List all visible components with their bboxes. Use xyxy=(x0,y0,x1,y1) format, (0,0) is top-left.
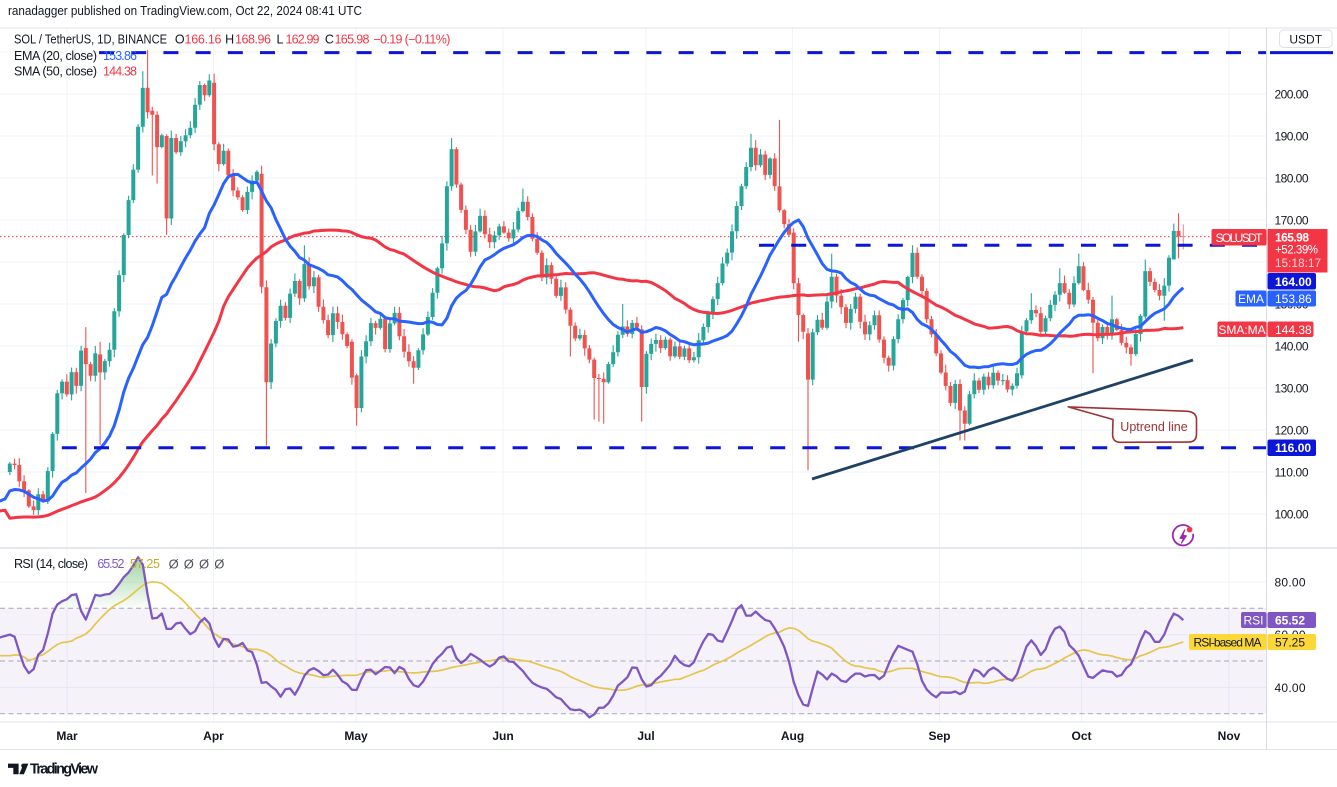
svg-text:166.16: 166.16 xyxy=(185,32,222,46)
svg-text:153.86: 153.86 xyxy=(103,49,137,63)
svg-text:Mar: Mar xyxy=(56,729,78,743)
svg-text:Apr: Apr xyxy=(203,729,224,743)
svg-text:Sep: Sep xyxy=(928,729,950,743)
svg-text:120.00: 120.00 xyxy=(1275,424,1309,438)
svg-text:Nov: Nov xyxy=(1218,729,1241,743)
svg-text:Ø: Ø xyxy=(169,557,179,572)
svg-text:165.98: 165.98 xyxy=(1275,230,1309,244)
svg-text:180.00: 180.00 xyxy=(1275,172,1309,186)
svg-text:Ø: Ø xyxy=(199,557,209,572)
svg-text:116.00: 116.00 xyxy=(1275,441,1311,455)
svg-text:57.25: 57.25 xyxy=(1275,636,1305,650)
svg-text:O: O xyxy=(175,32,185,46)
svg-text:153.86: 153.86 xyxy=(1275,292,1312,306)
svg-text:165.98: 165.98 xyxy=(335,32,370,46)
svg-text:Aug: Aug xyxy=(781,729,804,743)
svg-text:130.00: 130.00 xyxy=(1275,382,1309,396)
svg-text:RSI-based MA: RSI-based MA xyxy=(1194,636,1262,650)
svg-text:100.00: 100.00 xyxy=(1275,508,1309,522)
svg-text:65.52: 65.52 xyxy=(97,557,124,571)
svg-text:SOLUSDT: SOLUSDT xyxy=(1216,231,1264,245)
svg-text:65.52: 65.52 xyxy=(1275,614,1305,628)
svg-text:15:18:17: 15:18:17 xyxy=(1275,258,1321,270)
svg-text:RSI: RSI xyxy=(1243,614,1263,628)
svg-text:H: H xyxy=(225,32,234,46)
svg-text:USDT: USDT xyxy=(1289,32,1322,46)
svg-text:164.00: 164.00 xyxy=(1275,275,1312,289)
svg-text:RSI (14, close): RSI (14, close) xyxy=(14,557,88,571)
svg-text:Jul: Jul xyxy=(637,729,654,743)
svg-text:SOL / TetherUS, 1D, BINANCE: SOL / TetherUS, 1D, BINANCE xyxy=(14,32,167,46)
svg-text:SMA:MA: SMA:MA xyxy=(1218,323,1265,337)
svg-text:SMA (50, close): SMA (50, close) xyxy=(14,65,97,79)
svg-text:80.00: 80.00 xyxy=(1275,576,1306,590)
svg-text:Ø: Ø xyxy=(214,557,224,572)
svg-text:170.00: 170.00 xyxy=(1275,214,1309,228)
svg-text:May: May xyxy=(344,729,368,743)
svg-text:168.96: 168.96 xyxy=(235,32,271,46)
svg-text:144.38: 144.38 xyxy=(103,65,137,79)
svg-text:Uptrend line: Uptrend line xyxy=(1120,420,1187,434)
svg-text:Ø: Ø xyxy=(184,557,194,572)
svg-text:57.25: 57.25 xyxy=(130,557,160,571)
svg-text:Oct: Oct xyxy=(1071,729,1091,743)
svg-text:TradingView: TradingView xyxy=(30,762,99,778)
svg-text:EMA (20, close): EMA (20, close) xyxy=(14,49,97,63)
svg-text:C: C xyxy=(325,32,334,46)
svg-text:200.00: 200.00 xyxy=(1275,88,1309,102)
svg-text:ranadagger published on Tradin: ranadagger published on TradingView.com,… xyxy=(8,4,362,18)
svg-text:162.99: 162.99 xyxy=(286,32,320,46)
svg-text:Jun: Jun xyxy=(492,729,513,743)
svg-text:+52.39%: +52.39% xyxy=(1275,245,1318,257)
svg-text:40.00: 40.00 xyxy=(1275,681,1306,695)
svg-text:190.00: 190.00 xyxy=(1275,130,1309,144)
svg-text:EMA: EMA xyxy=(1238,292,1264,306)
svg-text:−0.19 (−0.11%): −0.19 (−0.11%) xyxy=(373,32,450,46)
svg-text:110.00: 110.00 xyxy=(1275,466,1309,480)
svg-text:L: L xyxy=(277,32,284,46)
svg-text:140.00: 140.00 xyxy=(1275,340,1309,354)
svg-text:144.38: 144.38 xyxy=(1275,323,1312,337)
